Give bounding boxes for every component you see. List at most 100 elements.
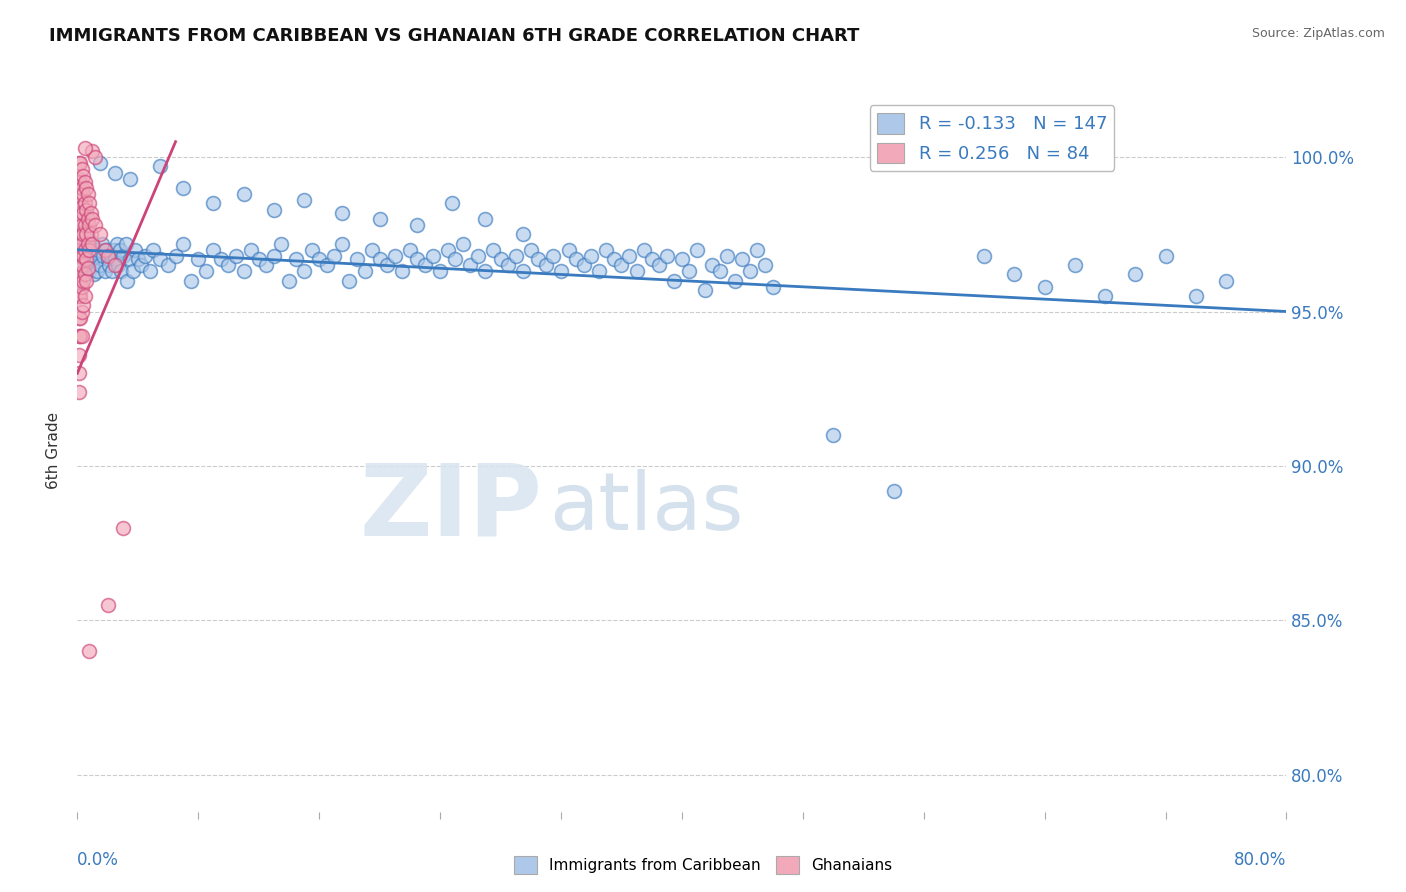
Point (73, 141, 96, 155)
Point (80, 205, 103, 219)
Point (641, 252, 664, 266)
Point (444, 252, 467, 266)
Point (96, 252, 118, 266)
Point (72, 205, 94, 219)
Point (664, 274, 686, 288)
Point (67, 187, 90, 202)
Point (702, 258, 724, 272)
Point (308, 252, 330, 266)
Point (543, 249, 565, 263)
Point (489, 252, 512, 266)
Point (69, 156, 91, 170)
Point (247, 252, 270, 266)
Point (98, 258, 121, 272)
Point (368, 211, 391, 226)
Point (75, 252, 97, 266)
Point (821, 428, 844, 442)
Point (458, 258, 481, 272)
Point (263, 249, 285, 263)
Point (73, 196, 96, 211)
Point (104, 165, 127, 179)
Point (232, 264, 254, 278)
Point (69, 268, 91, 282)
Point (89, 258, 111, 272)
Point (142, 243, 165, 257)
Point (165, 249, 187, 263)
Point (82, 211, 104, 226)
Point (1064, 258, 1087, 272)
Text: Source: ZipAtlas.com: Source: ZipAtlas.com (1251, 27, 1385, 40)
Point (617, 249, 640, 263)
Point (67, 274, 90, 288)
Legend: R = -0.133   N = 147, R = 0.256   N = 84: R = -0.133 N = 147, R = 0.256 N = 84 (870, 105, 1114, 170)
Point (149, 252, 172, 266)
Point (77, 236, 100, 251)
Point (157, 258, 180, 272)
Point (285, 252, 308, 266)
Point (75, 274, 97, 288)
Point (115, 274, 138, 288)
Point (103, 243, 125, 257)
Point (603, 252, 626, 266)
Point (505, 249, 527, 263)
Point (73, 289, 96, 303)
Point (301, 243, 323, 257)
Point (67, 348, 90, 362)
Point (588, 264, 610, 278)
Point (1154, 249, 1177, 263)
Point (883, 483, 905, 498)
Point (315, 258, 337, 272)
Point (202, 196, 225, 211)
Point (292, 264, 315, 278)
Point (172, 236, 194, 251)
Point (595, 243, 617, 257)
Point (82, 258, 104, 272)
Point (67, 243, 90, 257)
Point (482, 243, 505, 257)
Point (114, 236, 136, 251)
Point (67, 227, 90, 242)
Point (72, 187, 94, 202)
Point (79, 196, 101, 211)
Point (263, 202, 285, 217)
Point (120, 171, 142, 186)
Point (79, 243, 101, 257)
Point (108, 243, 131, 257)
Y-axis label: 6th Grade: 6th Grade (46, 412, 62, 489)
Point (110, 264, 132, 278)
Point (111, 249, 134, 263)
Point (391, 264, 413, 278)
Point (72, 274, 94, 288)
Point (70, 236, 93, 251)
Point (572, 258, 595, 272)
Point (120, 252, 142, 266)
Point (72, 264, 94, 278)
Point (187, 252, 209, 266)
Point (496, 258, 519, 272)
Point (82, 236, 104, 251)
Point (218, 258, 240, 272)
Point (72, 169, 94, 183)
Point (72, 243, 94, 257)
Point (716, 249, 738, 263)
Point (413, 258, 436, 272)
Point (512, 264, 534, 278)
Point (75, 227, 97, 242)
Point (172, 181, 194, 195)
Point (70, 258, 93, 272)
Text: 80.0%: 80.0% (1234, 851, 1286, 869)
Point (75, 181, 97, 195)
Point (73, 243, 96, 257)
Point (70, 304, 93, 318)
Point (83, 268, 105, 282)
Point (467, 249, 489, 263)
Point (139, 264, 162, 278)
Point (93, 243, 115, 257)
Text: 0.0%: 0.0% (77, 851, 120, 869)
Point (70, 181, 93, 195)
Point (1004, 268, 1026, 282)
Point (84, 218, 107, 232)
Point (1094, 289, 1116, 303)
Point (655, 249, 678, 263)
Point (534, 258, 557, 272)
